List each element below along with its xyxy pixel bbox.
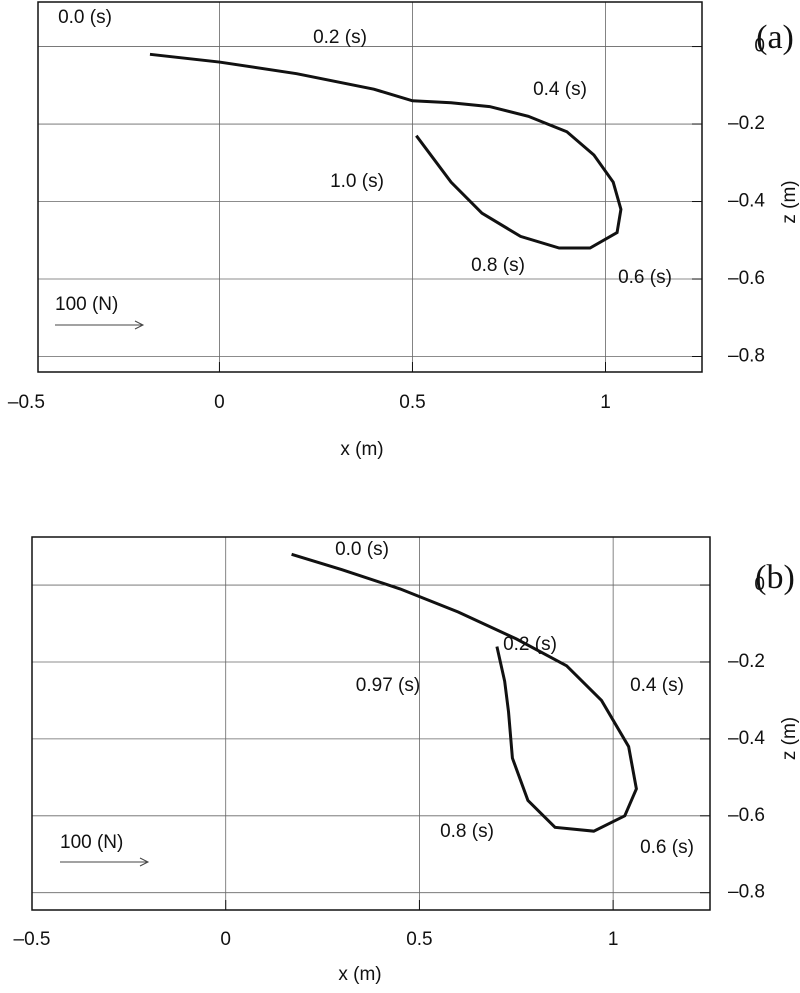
scale-arrowhead <box>134 320 145 330</box>
time-label: 0.6 (s) <box>618 267 672 288</box>
x-axis-label: x (m) <box>340 439 383 460</box>
x-tick-label: 0 <box>220 929 231 950</box>
y-axis-label: z (m) <box>779 180 800 223</box>
time-label: 0.97 (s) <box>356 675 420 696</box>
x-tick-label: 1 <box>608 929 619 950</box>
scale-arrowhead <box>139 857 150 867</box>
time-label: 0.8 (s) <box>471 255 525 276</box>
y-tick-label: –0.6 <box>728 268 765 289</box>
trajectory <box>291 552 638 833</box>
time-label: 0.2 (s) <box>503 634 557 655</box>
time-label: 0.2 (s) <box>313 27 367 48</box>
panel-title: (b) <box>755 559 795 596</box>
time-label: 0.0 (s) <box>58 7 112 28</box>
y-tick-label: –0.4 <box>728 728 765 749</box>
time-label: 0.6 (s) <box>640 837 694 858</box>
y-tick-label: –0.8 <box>728 346 765 367</box>
time-label: 0.4 (s) <box>630 675 684 696</box>
time-label: 0.8 (s) <box>440 821 494 842</box>
x-tick-label: 0.5 <box>406 929 432 950</box>
time-label: 0.4 (s) <box>533 79 587 100</box>
panel-title: (a) <box>756 19 794 56</box>
trajectory <box>149 52 623 250</box>
scale-label: 100 (N) <box>55 294 118 315</box>
x-tick-label: 1 <box>600 392 611 413</box>
scale-label: 100 (N) <box>60 832 123 853</box>
y-tick-label: 0 <box>754 574 765 595</box>
y-tick-label: –0.4 <box>728 191 765 212</box>
x-tick-label: 0.5 <box>399 392 425 413</box>
x-axis-label: x (m) <box>338 964 381 985</box>
plot-frame <box>31 536 711 911</box>
plot-frame <box>37 1 703 373</box>
x-tick-label: –0.5 <box>14 929 51 950</box>
y-tick-label: 0 <box>754 36 765 57</box>
y-tick-label: –0.2 <box>728 113 765 134</box>
x-tick-label: –0.5 <box>8 392 45 413</box>
y-tick-label: –0.2 <box>728 651 765 672</box>
time-label: 0.0 (s) <box>335 539 389 560</box>
y-tick-label: –0.6 <box>728 805 765 826</box>
time-label: 1.0 (s) <box>330 171 384 192</box>
y-tick-label: –0.8 <box>728 882 765 903</box>
x-tick-label: 0 <box>214 392 225 413</box>
y-axis-label: z (m) <box>779 717 800 760</box>
